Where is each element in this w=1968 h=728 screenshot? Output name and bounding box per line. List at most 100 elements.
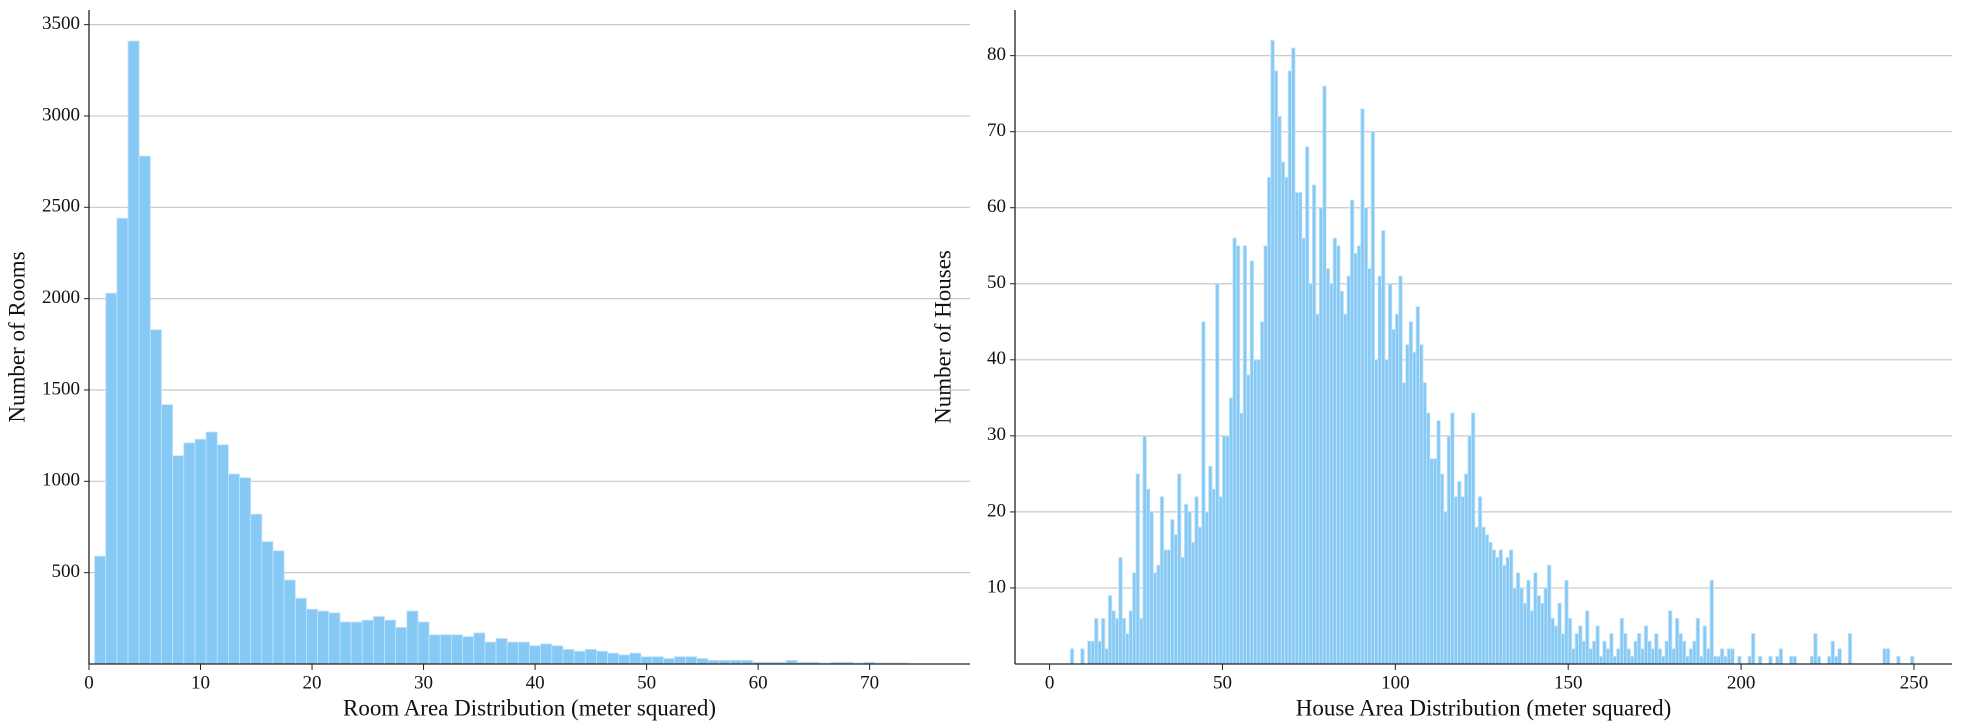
bar [317,610,330,665]
bar [1094,617,1099,665]
bar [1553,625,1559,665]
bar [1470,412,1476,665]
y-tick-label: 500 [52,561,81,582]
bar [618,654,631,665]
bar [1163,549,1168,665]
bar [1408,321,1414,665]
bar [1242,245,1248,665]
bar [1381,230,1386,665]
bar [1910,655,1915,665]
bar [1208,465,1213,665]
bar [1543,587,1548,665]
bar [205,431,218,665]
bar [1768,655,1773,665]
bar [350,621,363,665]
bar [1512,587,1517,665]
bar [1529,610,1535,665]
bar [517,641,530,665]
bar [674,656,687,665]
bar [1595,625,1600,665]
bar [1184,503,1189,665]
y-tick-label: 1000 [42,470,80,491]
x-tick-label: 250 [1900,672,1929,693]
bar [406,610,419,665]
bar [1194,496,1199,665]
bar [651,656,664,665]
bar [1533,572,1538,665]
bar [1713,655,1718,665]
bar [1145,488,1151,665]
bar [294,597,307,665]
bar [1640,648,1645,665]
bar [1598,655,1604,665]
bar [1246,374,1251,665]
bar [685,656,698,665]
bar [1737,655,1742,665]
bar [1315,313,1320,665]
bar [1592,640,1597,665]
bar [1356,245,1362,665]
y-axis-label: Number of Houses [930,250,955,424]
bar [1222,435,1227,665]
x-tick-label: 100 [1381,672,1410,693]
bar [1284,176,1289,665]
bar [1623,633,1628,665]
bar [1260,321,1265,665]
bar [1647,640,1652,665]
bar [1443,511,1448,665]
x-tick-label: 60 [749,672,768,693]
bar [1280,161,1286,665]
bar [1377,275,1382,665]
bar [1446,435,1452,665]
bar [495,638,508,665]
bar [328,612,341,665]
bar [1834,655,1839,665]
bar [451,634,463,665]
bar [1519,587,1524,665]
bar [1170,519,1175,665]
bar [1239,412,1244,665]
bar [1104,648,1109,665]
y-tick-label: 50 [987,272,1006,293]
bar [1484,534,1490,665]
bar [1789,655,1794,665]
bar [1267,176,1272,665]
y-tick-label: 20 [987,500,1006,521]
x-tick-label: 50 [1213,672,1232,693]
bar [1678,633,1683,665]
bar [1723,655,1728,665]
y-tick-label: 3500 [42,13,80,34]
x-tick-label: 200 [1727,672,1756,693]
bar [1453,496,1458,665]
bar [1432,458,1438,665]
bar [1567,617,1573,665]
bar [1609,633,1614,665]
bar [1564,579,1569,665]
bar [1488,541,1493,665]
bar [1540,602,1545,665]
bar [1809,655,1815,665]
bar [1277,116,1282,665]
bar [1388,283,1393,665]
bar [94,555,107,665]
bar [1273,70,1279,665]
bar [183,442,196,665]
bar [640,656,653,665]
bar [1159,496,1165,665]
bar [1605,648,1611,665]
bar [1574,633,1579,665]
bar [250,513,263,665]
bar [1616,648,1621,665]
bar [529,645,542,665]
bar [473,632,486,665]
bar [1643,625,1649,665]
bar [1249,260,1254,665]
bar [573,650,586,665]
bar [1896,655,1901,665]
bar [1657,648,1662,665]
bar [1460,496,1465,665]
bar [1751,633,1756,665]
bar [1125,633,1130,665]
bar [1688,648,1694,665]
bar [1308,283,1313,665]
